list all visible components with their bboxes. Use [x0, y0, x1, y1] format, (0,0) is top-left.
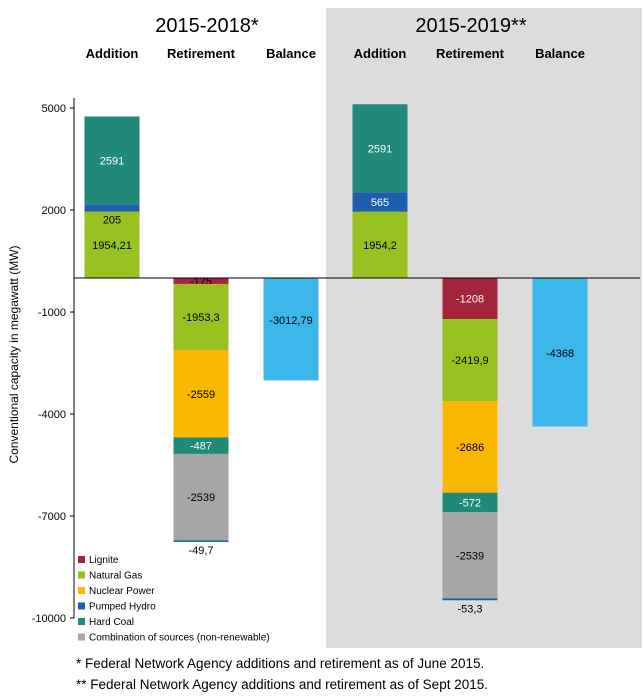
bar-1-3-balance-label: -3012,79: [269, 315, 312, 327]
column-header-1-2: Retirement: [167, 46, 236, 61]
legend-label-pumped-hydro: Pumped Hydro: [89, 602, 156, 613]
bar-1-1-hard-coal: [84, 116, 140, 205]
footnotes: * Federal Network Agency additions and r…: [76, 653, 636, 695]
bar-2-2-natural-gas: [442, 319, 498, 402]
y-tick-label-5: -7000: [38, 511, 66, 523]
bar-1-1-pumped-hydro-label: 205: [103, 215, 121, 227]
bar-1-2-lignite: [173, 278, 229, 284]
bar-1-2-pumped-hydro-label: -49,7: [188, 545, 213, 557]
legend-label-natural-gas: Natural Gas: [89, 571, 142, 582]
bar-1-2-combination-of-sources-non-renewable: [173, 453, 229, 541]
bar-1-2-nuclear-power: [173, 350, 229, 438]
bar-2-1-hard-coal: [352, 104, 408, 193]
bar-1-3-balance: [263, 278, 319, 381]
legend-label-nuclear-power: Nuclear Power: [89, 586, 155, 597]
bar-1-1-natural-gas: [84, 211, 140, 278]
bar-1-2-hard-coal-label: -487: [190, 441, 212, 453]
legend-swatch-lignite: [78, 556, 85, 563]
bar-2-2-lignite-label: -1208: [456, 294, 484, 306]
column-header-2-2: Retirement: [436, 46, 505, 61]
bar-2-2-lignite: [442, 278, 498, 320]
bar-2-2-natural-gas-label: -2419,9: [451, 355, 488, 367]
legend-swatch-combination-of-sources-non-renewable: [78, 633, 85, 641]
bar-2-3-balance: [532, 278, 588, 427]
bar-2-1-pumped-hydro-label: 565: [371, 197, 389, 209]
footnote-2: ** Federal Network Agency additions and …: [76, 677, 488, 692]
y-tick-label-6: -10000: [32, 613, 66, 625]
legend-swatch-hard-coal: [78, 618, 85, 625]
bar-2-1-natural-gas: [352, 211, 408, 278]
bar-1-2-hard-coal: [173, 437, 229, 454]
legend-swatch-pumped-hydro: [78, 602, 85, 610]
bar-1-1-natural-gas-label: 1954,21: [92, 240, 132, 252]
bar-1-1-pumped-hydro: [84, 204, 140, 212]
y-axis-title: Conventional capacity in megawatt (MW): [7, 245, 21, 463]
y-tick-label-3: -1000: [38, 307, 66, 319]
bar-1-2-combination-of-sources-non-renewable-label: -2539: [187, 492, 215, 504]
bar-1-1-hard-coal-label: 2591: [100, 156, 124, 168]
footnote-1: * Federal Network Agency additions and r…: [76, 656, 485, 671]
bar-1-2-natural-gas: [173, 283, 229, 351]
bar-1-2-pumped-hydro: [173, 540, 229, 542]
column-header-2-1: Addition: [354, 46, 407, 61]
bar-2-1-hard-coal-label: 2591: [368, 143, 392, 155]
bar-2-2-hard-coal: [442, 492, 498, 513]
bar-2-1-natural-gas-label: 1954,2: [363, 240, 397, 252]
bar-2-2-combination-of-sources-non-renewable: [442, 512, 498, 599]
group-title-2: 2015-2019**: [415, 15, 526, 37]
legend-label-combination-of-sources-non-renewable: Combination of sources (non-renewable): [89, 633, 270, 644]
bar-2-2-pumped-hydro: [442, 598, 498, 601]
bar-2-3-balance-label: -4368: [546, 348, 574, 360]
bar-2-2-pumped-hydro-label: -53,3: [457, 603, 482, 615]
bar-2-2-hard-coal-label: -572: [459, 497, 481, 509]
bar-1-2-nuclear-power-label: -2559: [187, 389, 215, 401]
column-header-1-3: Balance: [266, 46, 316, 61]
bar-2-2-nuclear-power-label: -2686: [456, 442, 484, 454]
column-header-1-1: Addition: [86, 46, 139, 61]
legend-label-lignite: Lignite: [89, 555, 119, 566]
bar-1-2-natural-gas-label: -1953,3: [182, 312, 219, 324]
legend-swatch-nuclear-power: [78, 587, 85, 594]
legend-swatch-natural-gas: [78, 571, 85, 579]
y-tick-label-2: 2000: [42, 205, 66, 217]
bar-2-2-combination-of-sources-non-renewable-label: -2539: [456, 550, 484, 562]
column-header-2-3: Balance: [535, 46, 585, 61]
group-title-1: 2015-2018*: [155, 15, 259, 37]
bar-2-1-pumped-hydro: [352, 192, 408, 212]
bar-2-2-nuclear-power: [442, 401, 498, 493]
y-tick-label-1: 5000: [42, 103, 66, 115]
legend-label-hard-coal: Hard Coal: [89, 617, 134, 628]
y-tick-label-4: -4000: [38, 409, 66, 421]
